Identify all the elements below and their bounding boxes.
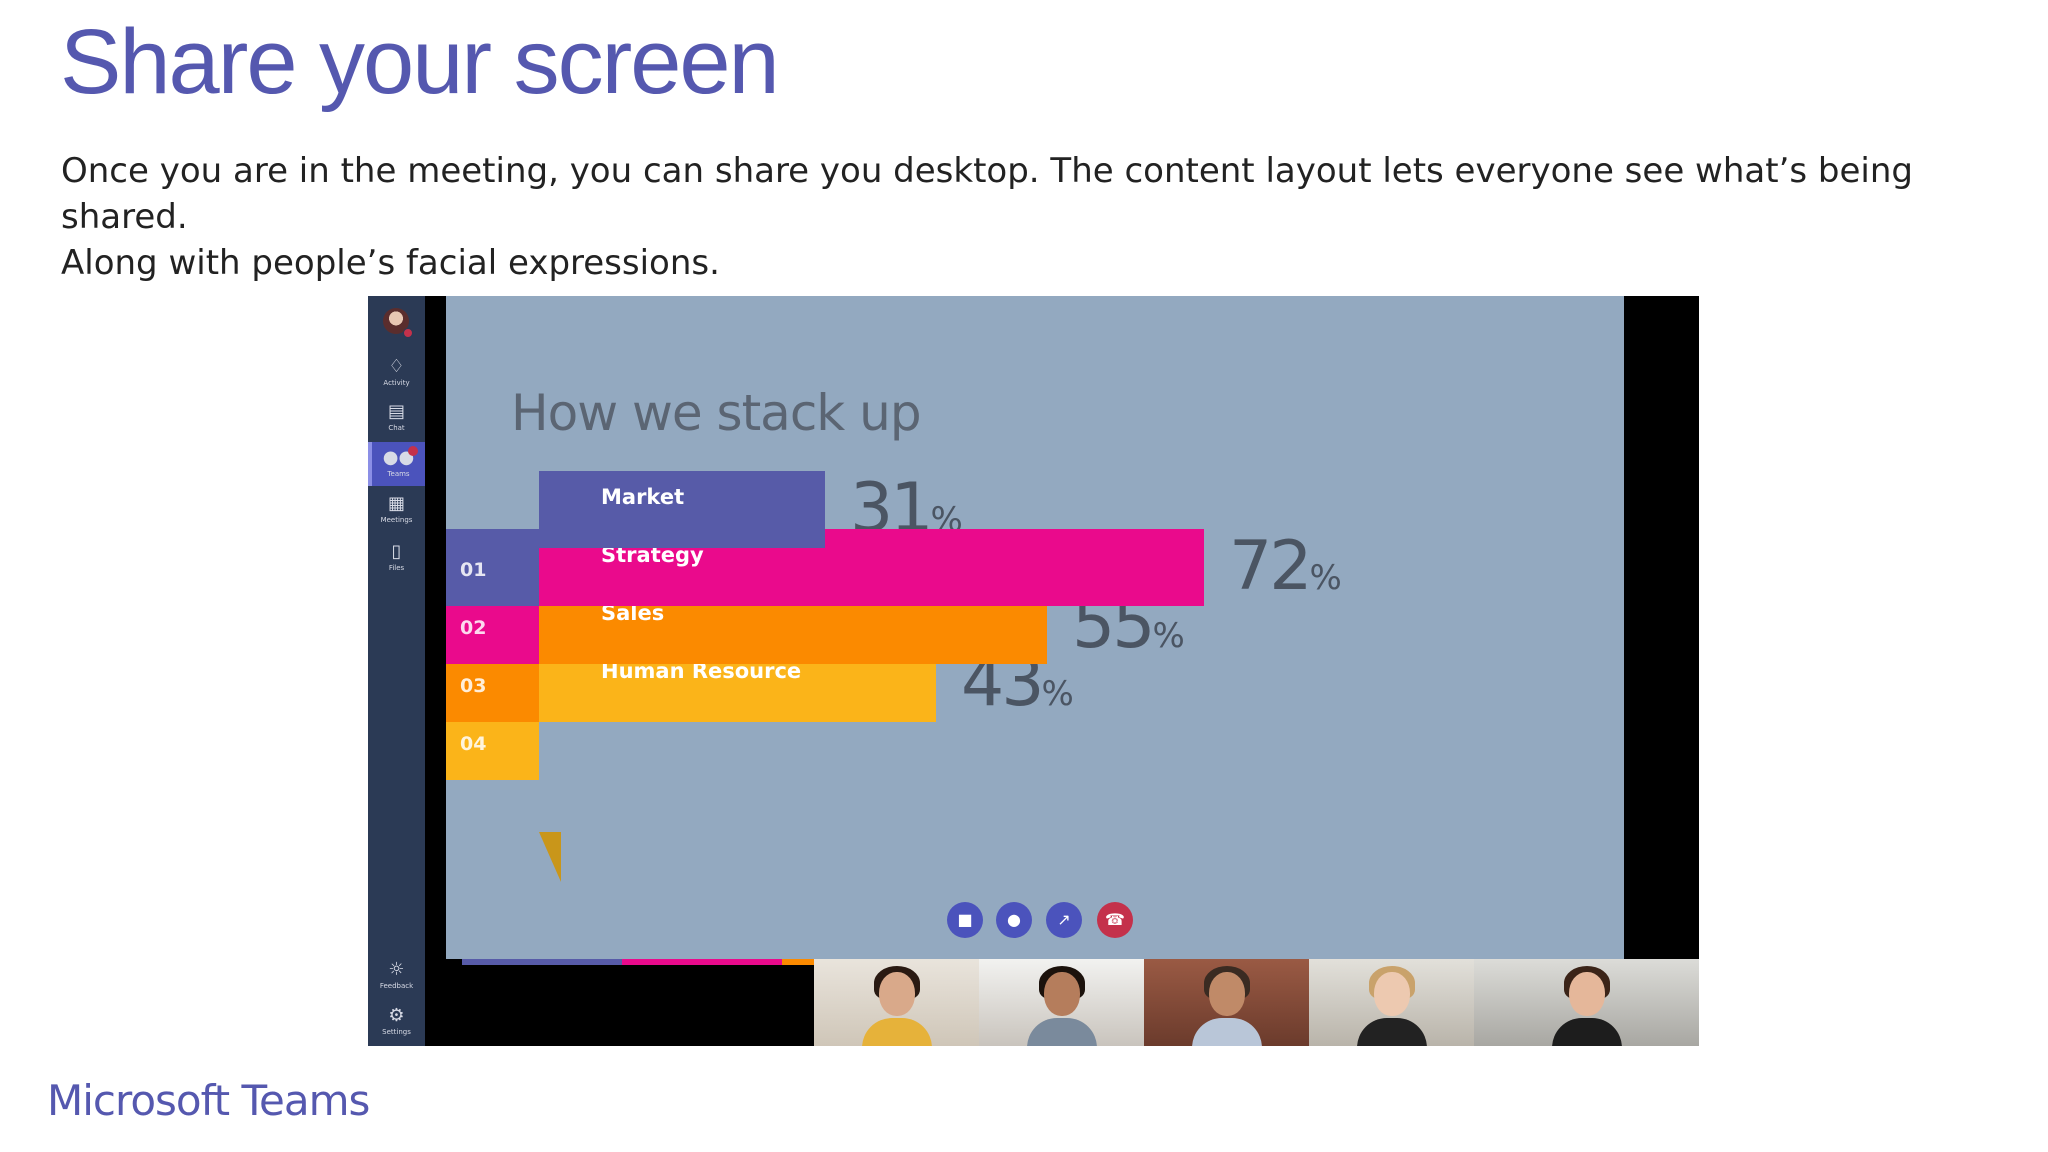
percent-sign: % xyxy=(1152,616,1185,656)
slide-description: Once you are in the meeting, you can sha… xyxy=(61,148,1961,286)
rail-item-label: Settings xyxy=(382,1028,411,1036)
slide-title: Share your screen xyxy=(60,11,780,113)
gear-icon: ⚙ xyxy=(388,1005,405,1026)
chat-icon: ▤ xyxy=(387,401,405,422)
bar-percentage: 72% xyxy=(1229,527,1342,606)
rail-item-label: Meetings xyxy=(380,516,413,524)
rail-item-chat[interactable]: ▤ Chat xyxy=(368,396,425,440)
participant-tile[interactable] xyxy=(979,959,1144,1046)
percent-sign: % xyxy=(1041,674,1074,714)
rail-item-label: Activity xyxy=(383,379,410,387)
shared-screen: How we stack up Market 01 31% Strategy 02 72%… xyxy=(446,296,1624,959)
rail-item-label: Chat xyxy=(388,424,405,432)
participant-tile[interactable] xyxy=(814,959,979,1046)
description-line-1: Once you are in the meeting, you can sha… xyxy=(61,151,1913,237)
camera-button[interactable]: ■ xyxy=(947,902,983,938)
teams-window: ♢ Activity ▤ Chat ●● Teams ▦ Meetings ▯ … xyxy=(368,296,1699,1046)
bar-number: 03 xyxy=(460,675,487,697)
rail-item-activity[interactable]: ♢ Activity xyxy=(368,351,425,395)
notification-badge xyxy=(408,446,418,456)
participant-tile[interactable] xyxy=(1309,959,1474,1046)
presentation-title: How we stack up xyxy=(511,384,922,442)
app-rail: ♢ Activity ▤ Chat ●● Teams ▦ Meetings ▯ … xyxy=(368,296,425,1046)
file-icon: ▯ xyxy=(391,541,402,562)
teams-icon: ●● xyxy=(382,447,415,468)
camera-icon: ■ xyxy=(957,910,973,929)
rail-item-label: Files xyxy=(388,564,405,572)
bar-number: 04 xyxy=(460,733,487,755)
rail-item-settings[interactable]: ⚙ Settings xyxy=(368,1000,425,1044)
ribbon-fold xyxy=(539,832,561,882)
rail-item-files[interactable]: ▯ Files xyxy=(368,536,425,580)
share-screen-button[interactable]: ↗ xyxy=(1046,902,1082,938)
bar-value: 72 xyxy=(1229,527,1313,606)
bar-number: 02 xyxy=(460,617,487,639)
share-screen-icon: ↗ xyxy=(1057,910,1071,929)
bar-label: Market xyxy=(601,485,685,509)
bar-market: Market xyxy=(539,471,825,548)
bar-number-tab: 01 xyxy=(446,529,539,606)
rail-item-label: Teams xyxy=(387,470,410,478)
bell-icon: ♢ xyxy=(388,356,405,377)
rail-item-label: Feedback xyxy=(379,982,414,990)
brand-logo-text: Microsoft Teams xyxy=(47,1076,370,1125)
participant-strip xyxy=(814,959,1699,1046)
presence-badge xyxy=(403,328,413,338)
percent-sign: % xyxy=(1309,558,1342,598)
calendar-icon: ▦ xyxy=(387,493,405,514)
participant-tile[interactable] xyxy=(1144,959,1309,1046)
rail-item-feedback[interactable]: ☼ Feedback xyxy=(368,954,425,998)
description-line-2: Along with people’s facial expressions. xyxy=(61,243,720,283)
microphone-button[interactable]: ● xyxy=(996,902,1032,938)
screen-letterbox xyxy=(1624,296,1699,959)
microphone-icon: ● xyxy=(1007,910,1021,929)
hang-up-icon: ☎ xyxy=(1105,910,1125,929)
bar-number: 01 xyxy=(460,559,487,581)
participant-tile[interactable] xyxy=(1474,959,1699,1046)
hang-up-button[interactable]: ☎ xyxy=(1097,902,1133,938)
rail-item-teams[interactable]: ●● Teams xyxy=(368,442,425,486)
lightbulb-icon: ☼ xyxy=(388,959,405,980)
rail-item-meetings[interactable]: ▦ Meetings xyxy=(368,488,425,532)
